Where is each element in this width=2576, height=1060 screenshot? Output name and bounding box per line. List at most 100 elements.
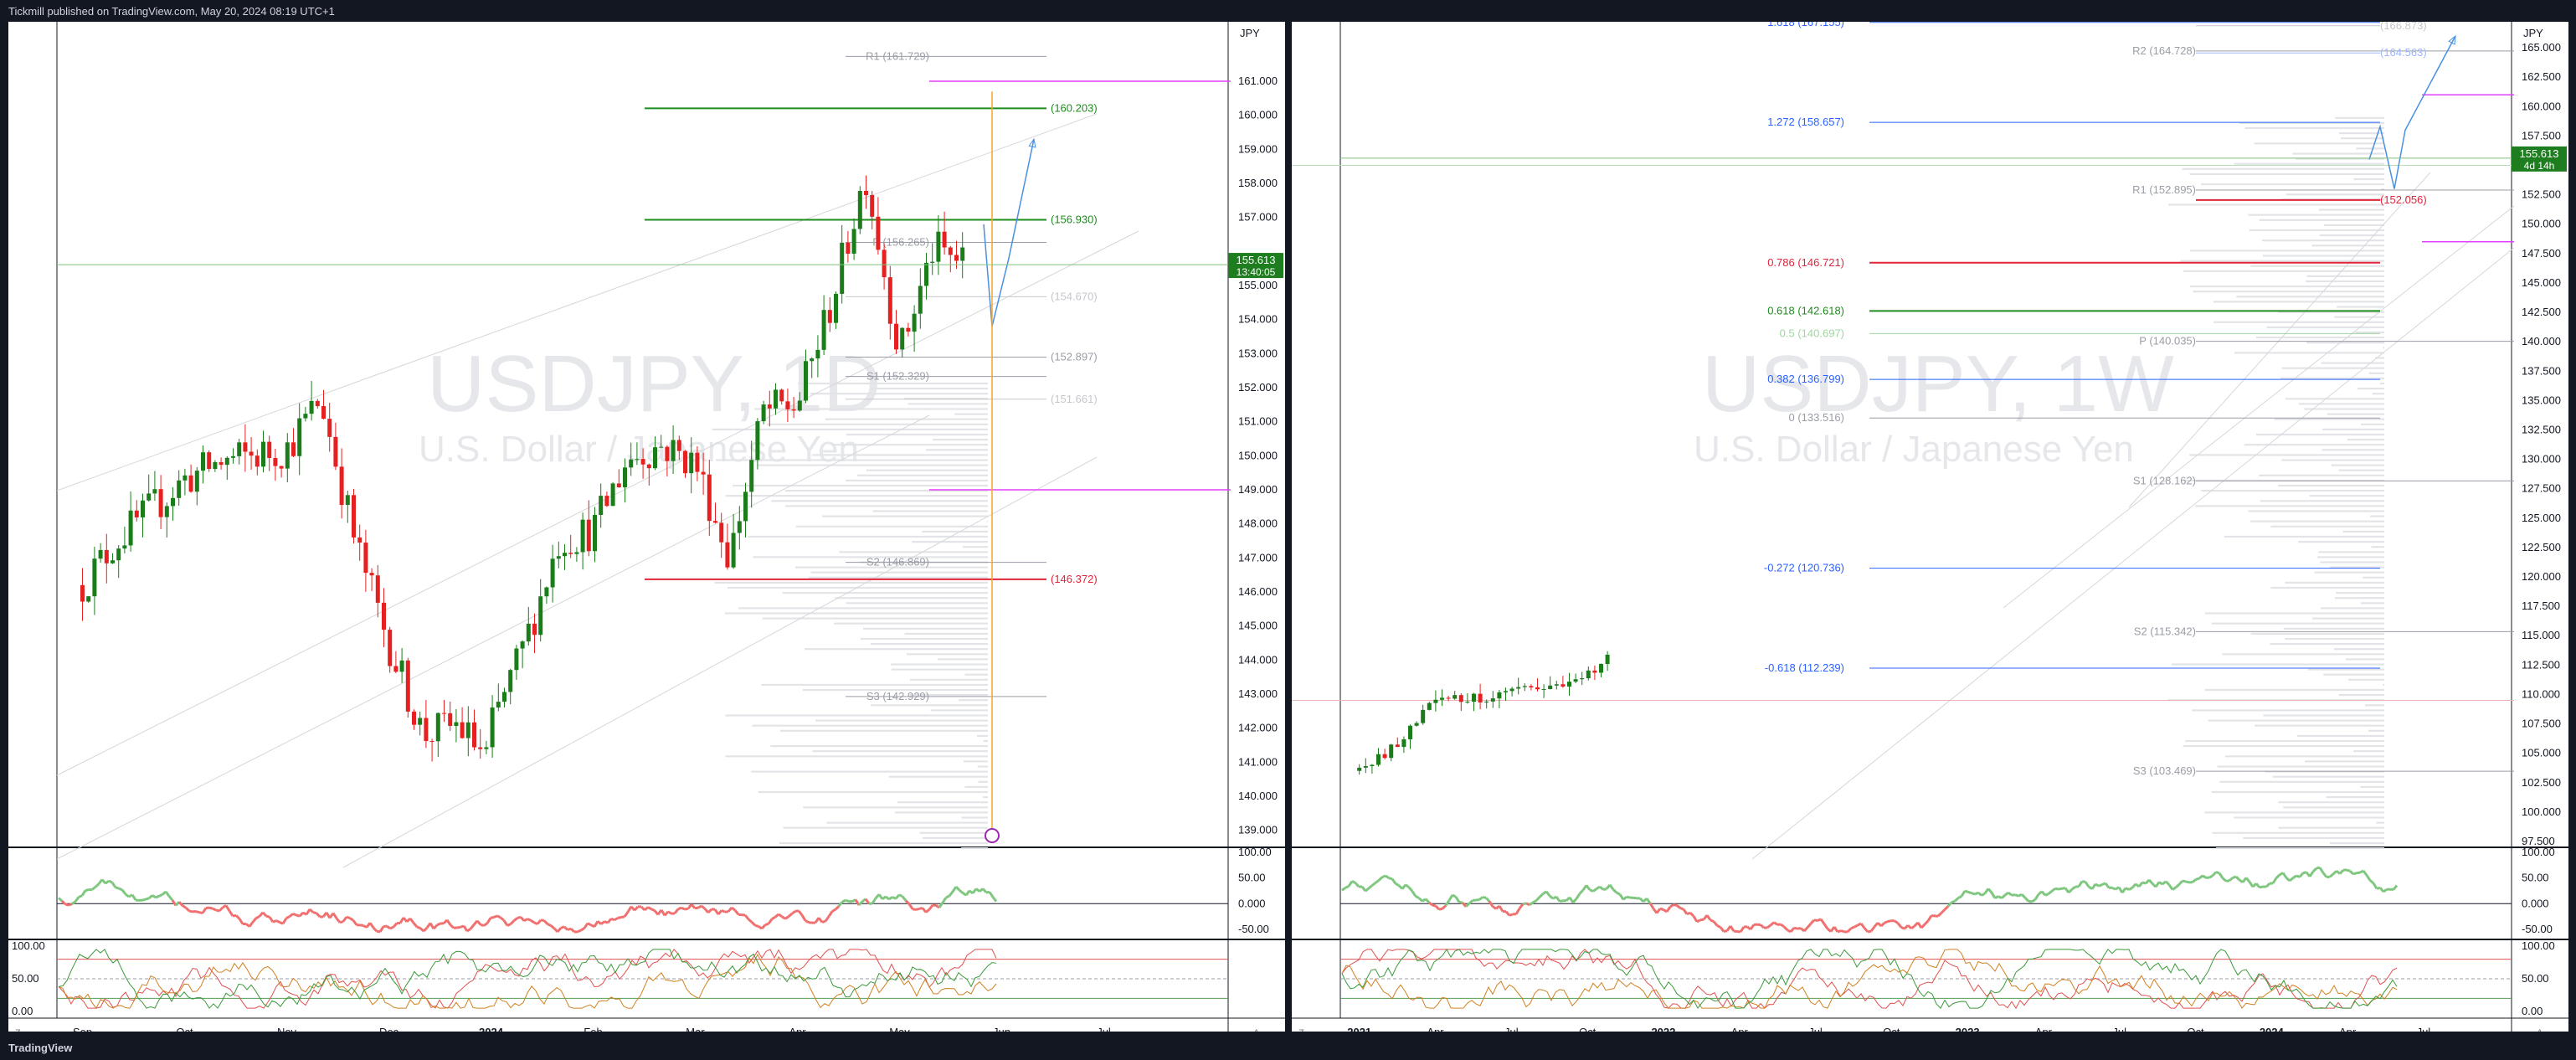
oscillator-line (1813, 918, 1818, 923)
oscillator-line (352, 919, 358, 926)
candle-body (604, 496, 609, 507)
candle-body (297, 418, 302, 456)
candle-body (465, 722, 470, 738)
volume-profile-bar (2324, 224, 2384, 226)
volume-profile-bar (753, 556, 988, 558)
volume-profile-bar (2254, 142, 2384, 145)
osc-axis-label: 0.000 (1238, 897, 1266, 909)
volume-profile-bar (783, 826, 988, 829)
oscillator-line (1525, 902, 1530, 907)
oscillator-line (1585, 884, 1591, 891)
volume-profile-bar (754, 408, 988, 410)
volume-profile-bar (922, 836, 988, 839)
oscillator-line (2011, 893, 2016, 897)
oscillator-line (901, 895, 908, 902)
time-axis-label: Mar (686, 1026, 705, 1032)
price-level-label: (166.873) (2380, 22, 2427, 32)
oscillator-line (1488, 900, 1494, 908)
oscillator-line (857, 900, 864, 907)
zoom-toggle[interactable]: Z (1298, 1028, 1304, 1032)
oscillator-line (2218, 872, 2224, 879)
weekly-chart-svg[interactable]: USDJPY, 1WU.S. Dollar / Japanese Yen 1.61… (1292, 22, 2568, 1032)
oscillator-line (261, 911, 268, 918)
volume-profile-bar (784, 490, 988, 492)
candle-body (424, 718, 429, 742)
candle-body (363, 543, 368, 574)
candle-body (418, 718, 423, 725)
oscillator-line (959, 889, 964, 894)
price-axis-label: 141.000 (1238, 755, 1278, 768)
volume-profile-bar (871, 704, 988, 707)
tradingview-logo[interactable]: TradingView (8, 1042, 73, 1054)
oscillator-line (2008, 891, 2013, 897)
volume-profile-bar (2182, 167, 2384, 170)
oscillator-line (1910, 924, 1915, 930)
oscillator-line (2329, 872, 2334, 878)
volume-profile-bar (2255, 433, 2384, 436)
oscillator-line (667, 910, 672, 915)
oscillator-line (1377, 876, 1384, 882)
oscillator-line (1926, 914, 1933, 922)
countdown-value: 4d 14h (2524, 160, 2555, 172)
oscillator-line (1739, 926, 1746, 933)
candle-body (1440, 697, 1444, 700)
volume-profile-bar (831, 444, 988, 446)
weekly-chart-panel[interactable]: USDJPY, 1W U.S. Dollar / Japanese Yen 1.61… (1292, 22, 2568, 1032)
volume-profile-bar (937, 658, 988, 661)
candle-body (224, 457, 229, 466)
candle-body (954, 255, 959, 261)
volume-profile-bar (870, 643, 988, 646)
volume-profile-bar (2204, 612, 2384, 615)
oscillator-line (1454, 896, 1461, 903)
zoom-toggle[interactable]: Z (15, 1028, 21, 1032)
volume-profile-bar (961, 816, 988, 819)
oscillator-line (2054, 887, 2059, 891)
oscillator-line (885, 895, 890, 901)
oscillator-line (2348, 870, 2355, 876)
volume-profile-bar (2371, 546, 2384, 548)
oscillator-line (731, 906, 736, 912)
auto-scale-toggle[interactable]: A (1253, 1028, 1260, 1032)
daily-chart-panel[interactable]: USDJPY, 1D U.S. Dollar / Japanese Yen R1 (… (8, 22, 1285, 1032)
candle-body (243, 442, 248, 452)
current-price-tag (1228, 253, 1283, 279)
candle-body (743, 491, 748, 522)
oscillator-line (285, 915, 291, 919)
candle-body (629, 459, 634, 468)
volume-profile-bar (725, 495, 988, 497)
auto-scale-toggle[interactable]: A (2537, 1028, 2543, 1032)
oscillator-line (1789, 927, 1796, 933)
volume-profile-bar (2327, 413, 2384, 415)
oscillator-line (292, 913, 297, 917)
oscillator-line (1837, 929, 1842, 934)
candle-body (815, 349, 820, 359)
oscillator-line (1943, 905, 1950, 911)
candle-body (303, 414, 308, 419)
oscillator-line (721, 908, 726, 913)
candle-body (785, 401, 790, 409)
oscillator-line (218, 906, 224, 913)
oscillator-line (590, 924, 595, 929)
volume-profile-bar (2346, 658, 2384, 661)
volume-profile-bar (891, 668, 988, 671)
volume-profile-bar (2278, 484, 2384, 487)
time-axis-label: Jul (1504, 1026, 1519, 1032)
oscillator-line (389, 925, 394, 930)
volume-profile-bar (2216, 847, 2384, 850)
oscillator-line (1894, 919, 1899, 924)
oscillator-line (450, 924, 455, 929)
oscillator-line (1940, 908, 1946, 914)
oscillator-line (95, 882, 100, 888)
volume-profile-bar (2214, 321, 2384, 323)
volume-profile-bar (770, 745, 988, 748)
volume-profile-bar (983, 796, 988, 799)
volume-profile-bar (2370, 515, 2384, 517)
volume-profile-bar (890, 663, 988, 666)
oscillator-line (2321, 872, 2328, 878)
oscillator-line (224, 904, 231, 912)
volume-profile-bar (926, 449, 988, 451)
volume-profile-bar (2266, 326, 2384, 328)
oscillator-line (296, 913, 301, 918)
price-axis-label: 112.500 (2522, 658, 2560, 671)
